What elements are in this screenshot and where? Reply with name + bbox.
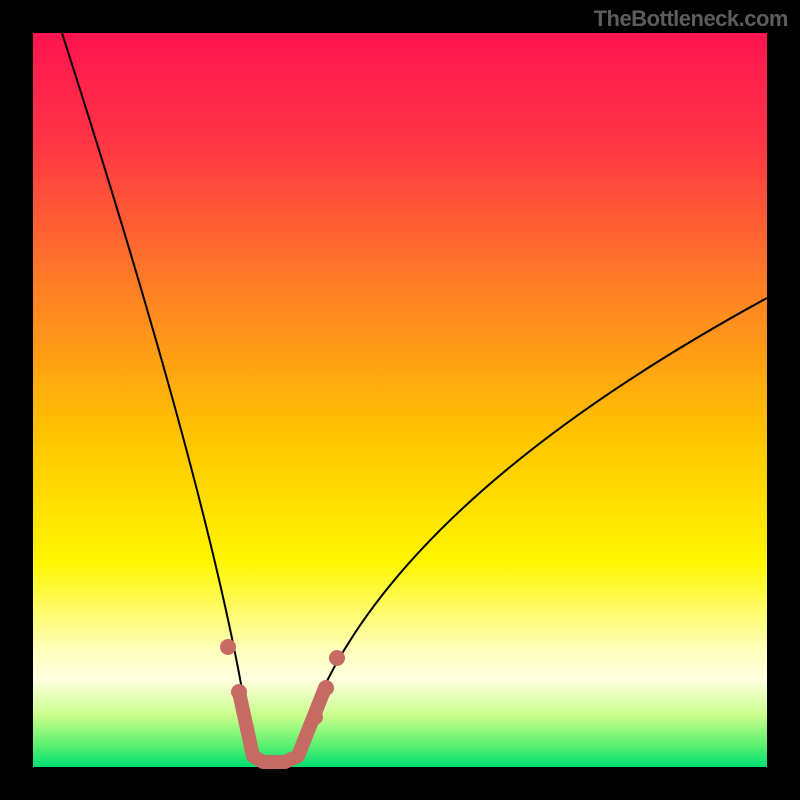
chart-svg [0, 0, 800, 800]
chart-container: TheBottleneck.com [0, 0, 800, 800]
watermark-text: TheBottleneck.com [594, 6, 788, 32]
